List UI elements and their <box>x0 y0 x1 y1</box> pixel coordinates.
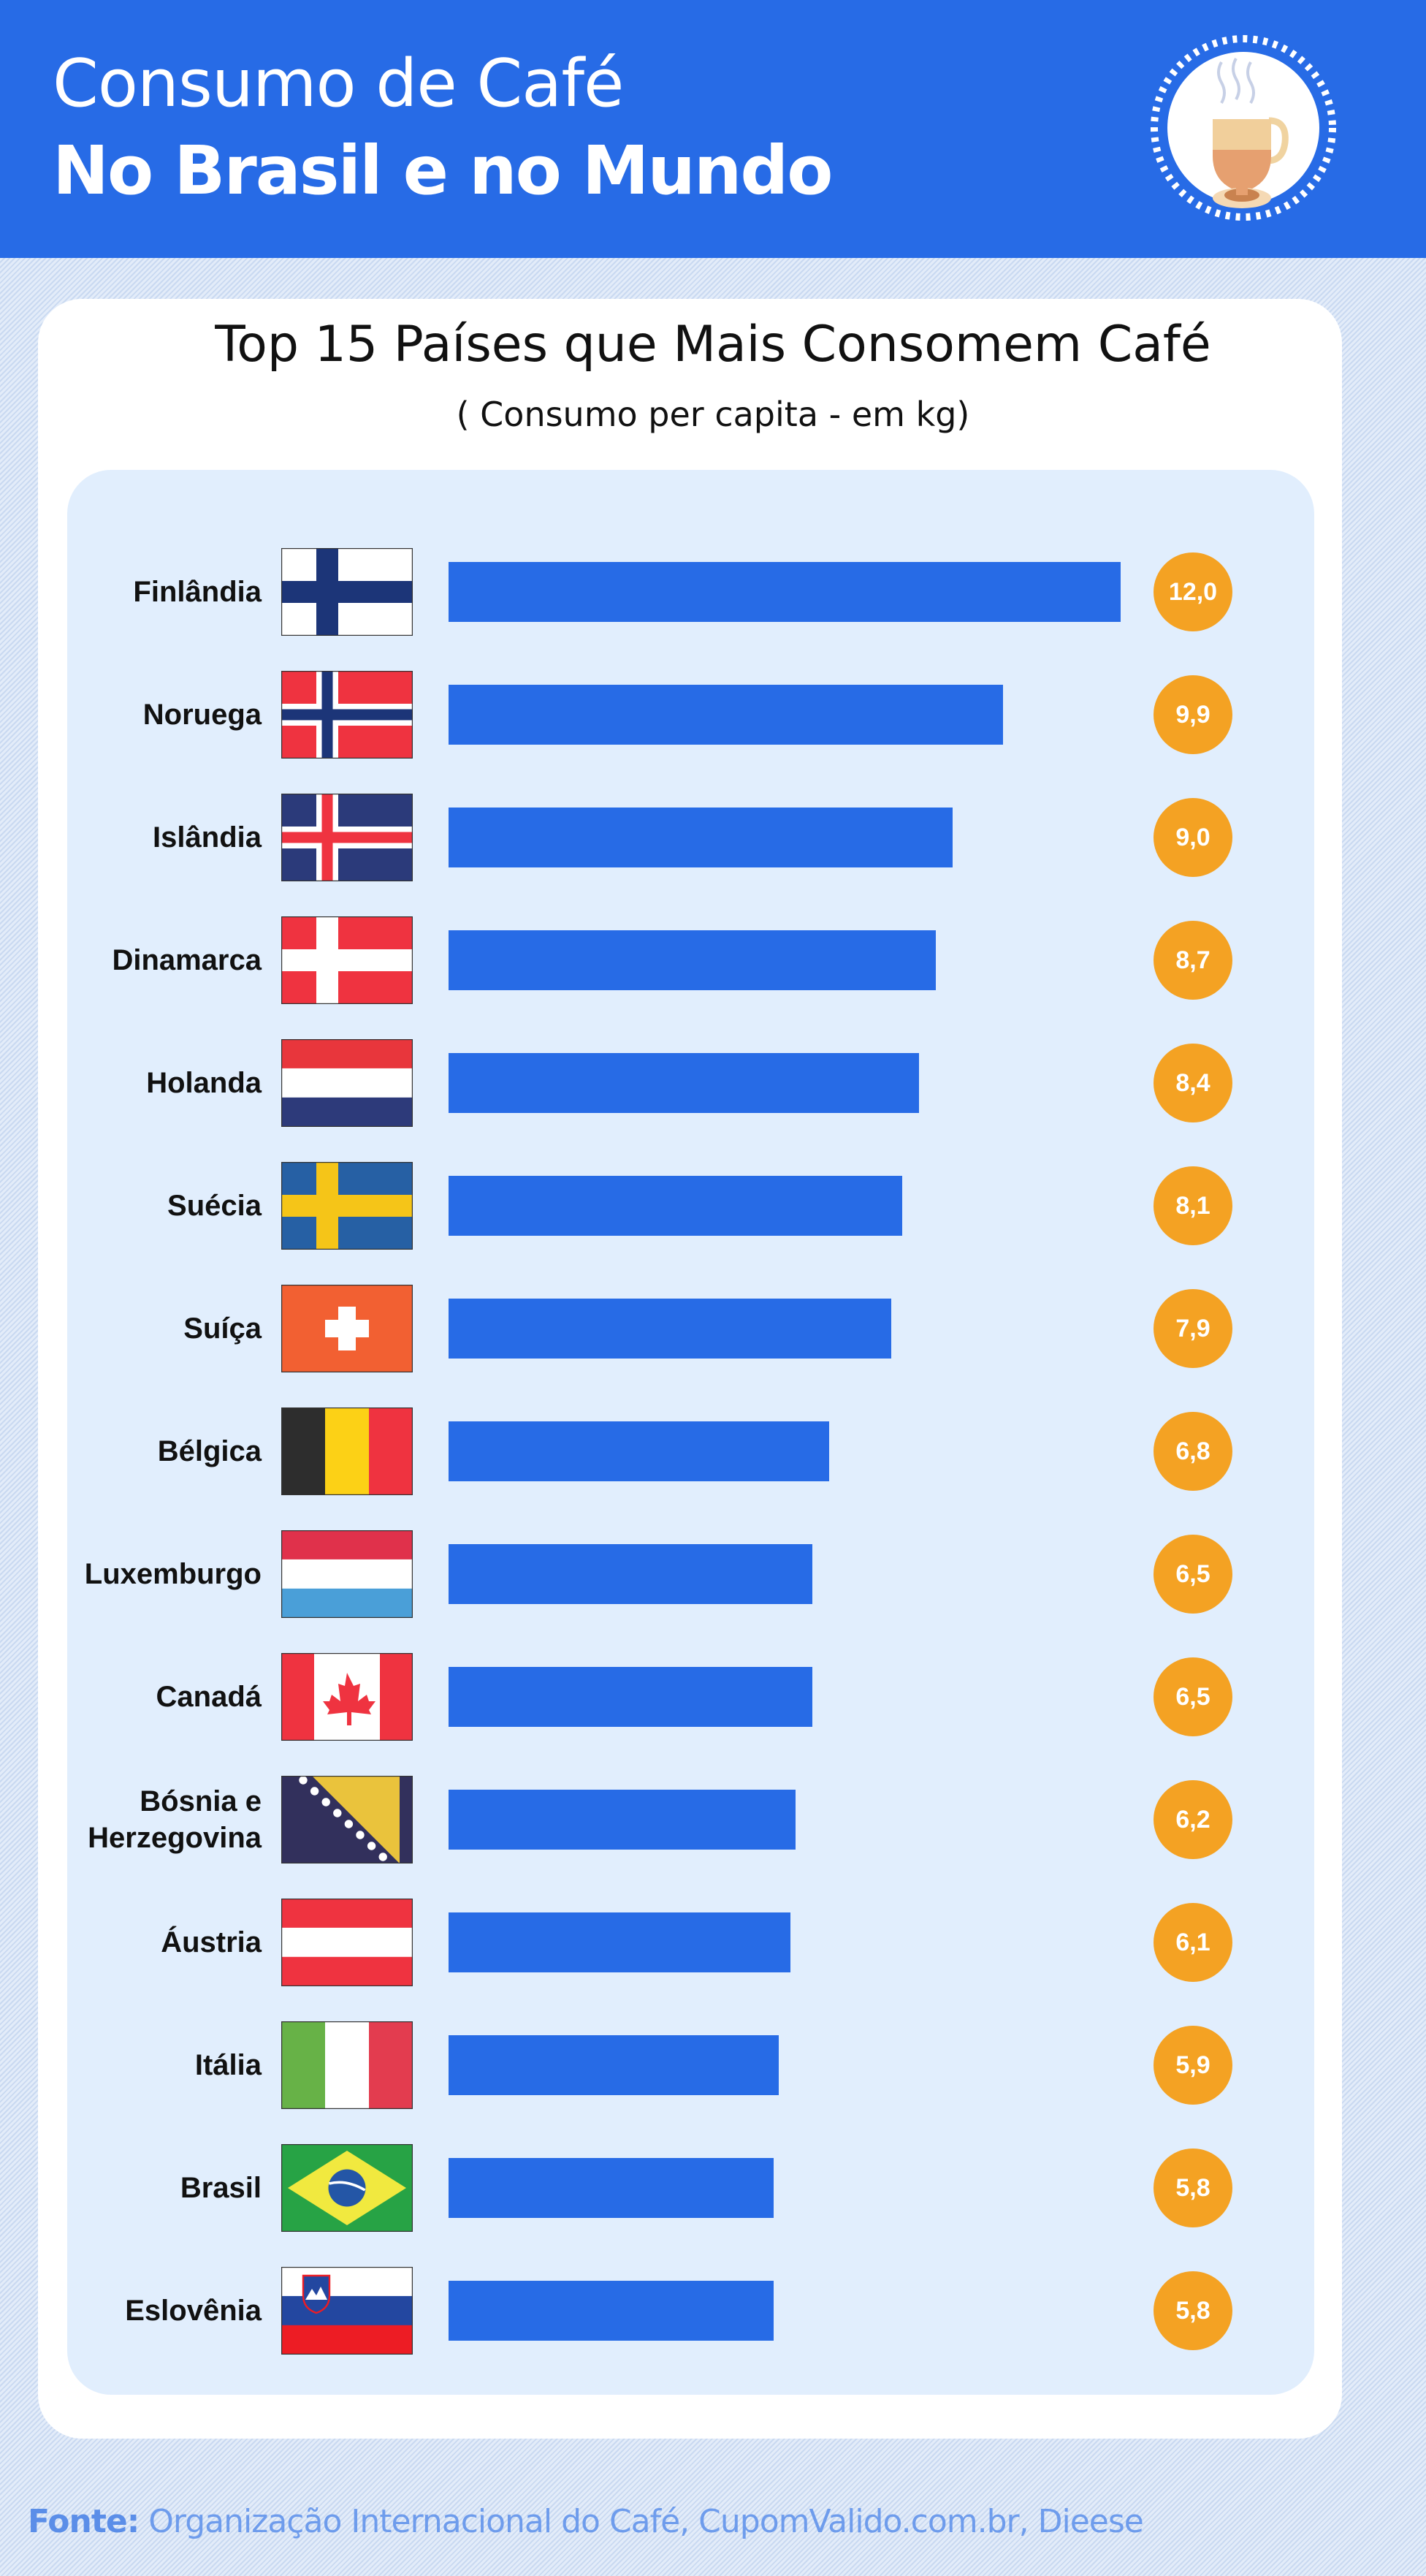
flag-ca-icon <box>281 1653 413 1741</box>
flag-dk-icon <box>281 916 413 1004</box>
bar-row: Brasil 5,8 <box>0 2127 1426 2249</box>
flag-si-icon <box>281 2267 413 2355</box>
flag-ba-icon <box>281 1776 413 1863</box>
value-badge: 5,9 <box>1154 2026 1232 2105</box>
value-badge: 12,0 <box>1154 552 1232 631</box>
country-label: Suíça <box>183 1312 262 1345</box>
chart-subtitle: ( Consumo per capita - em kg) <box>456 395 970 434</box>
country-label: Finlândia <box>133 576 262 608</box>
country-label: Bósnia e Herzegovina <box>88 1785 262 1854</box>
value-badge: 9,0 <box>1154 798 1232 877</box>
bar-row: Canadá 6,5 <box>0 1635 1426 1758</box>
bar-row: Holanda 8,4 <box>0 1022 1426 1144</box>
bar-row: Islândia 9,0 <box>0 776 1426 899</box>
value-badge: 8,7 <box>1154 921 1232 1000</box>
source-text: Organização Internacional do Café, Cupom… <box>139 2503 1144 2540</box>
country-label: Canadá <box>156 1681 262 1713</box>
value-badge: 8,4 <box>1154 1044 1232 1122</box>
bar <box>449 1299 891 1359</box>
bar <box>449 1912 790 1972</box>
bar <box>449 1053 919 1113</box>
value-badge: 5,8 <box>1154 2271 1232 2350</box>
bar <box>449 2281 774 2341</box>
bar <box>449 1667 813 1727</box>
bar-row: Suécia 8,1 <box>0 1144 1426 1267</box>
country-label: Itália <box>194 2049 262 2081</box>
country-label: Áustria <box>161 1926 262 1958</box>
source-footer: Fonte: Organização Internacional do Café… <box>28 2503 1144 2540</box>
value-badge: 9,9 <box>1154 675 1232 754</box>
bar-row: Áustria 6,1 <box>0 1881 1426 2004</box>
country-label: Dinamarca <box>112 944 262 976</box>
bar-row: Bósnia e Herzegovina 6,2 <box>0 1758 1426 1881</box>
bar-row: Eslovênia 5,8 <box>0 2249 1426 2372</box>
bar <box>449 1421 830 1481</box>
source-prefix: Fonte: <box>28 2503 140 2540</box>
bar <box>449 1544 813 1604</box>
bar-row: Suíça 7,9 <box>0 1267 1426 1390</box>
bar-row: Luxemburgo 6,5 <box>0 1513 1426 1635</box>
flag-is-icon <box>281 794 413 881</box>
bar-row: Noruega 9,9 <box>0 653 1426 776</box>
bar <box>449 2035 779 2095</box>
country-label: Luxemburgo <box>84 1558 262 1590</box>
value-badge: 8,1 <box>1154 1166 1232 1245</box>
bar-row: Finlândia 12,0 <box>0 531 1426 653</box>
flag-se-icon <box>281 1162 413 1250</box>
country-label: Holanda <box>146 1067 262 1099</box>
flag-no-icon <box>281 671 413 759</box>
value-badge: 7,9 <box>1154 1289 1232 1368</box>
bar-row: Itália 5,9 <box>0 2004 1426 2127</box>
flag-at-icon <box>281 1899 413 1986</box>
flag-br-icon <box>281 2144 413 2232</box>
country-label: Bélgica <box>157 1435 262 1467</box>
bar <box>449 930 936 990</box>
coffee-cup-icon <box>1151 35 1336 221</box>
bar-row: Bélgica 6,8 <box>0 1390 1426 1513</box>
header-title-line2: No Brasil e no Mundo <box>53 132 833 210</box>
bar <box>449 562 1121 622</box>
bar <box>449 808 953 867</box>
flag-it-icon <box>281 2021 413 2109</box>
country-label: Brasil <box>180 2172 262 2204</box>
value-badge: 6,2 <box>1154 1780 1232 1859</box>
header-banner: Consumo de Café No Brasil e no Mundo <box>0 0 1426 258</box>
country-label: Noruega <box>142 699 262 731</box>
country-label: Islândia <box>153 821 262 854</box>
country-label: Suécia <box>167 1190 262 1222</box>
flag-nl-icon <box>281 1039 413 1127</box>
value-badge: 6,1 <box>1154 1903 1232 1982</box>
country-label: Eslovênia <box>125 2295 262 2327</box>
value-badge: 6,5 <box>1154 1657 1232 1736</box>
value-badge: 6,5 <box>1154 1535 1232 1614</box>
bar <box>449 1176 902 1236</box>
value-badge: 6,8 <box>1154 1412 1232 1491</box>
flag-ch-icon <box>281 1285 413 1372</box>
value-badge: 5,8 <box>1154 2148 1232 2227</box>
bar <box>449 2158 774 2218</box>
flag-fi-icon <box>281 548 413 636</box>
bar <box>449 1790 796 1850</box>
bar-row: Dinamarca 8,7 <box>0 899 1426 1022</box>
header-title-line1: Consumo de Café <box>53 45 624 122</box>
flag-lu-icon <box>281 1530 413 1618</box>
flag-be-icon <box>281 1407 413 1495</box>
bar <box>449 685 1003 745</box>
chart-title: Top 15 Países que Mais Consomem Café <box>215 316 1211 373</box>
